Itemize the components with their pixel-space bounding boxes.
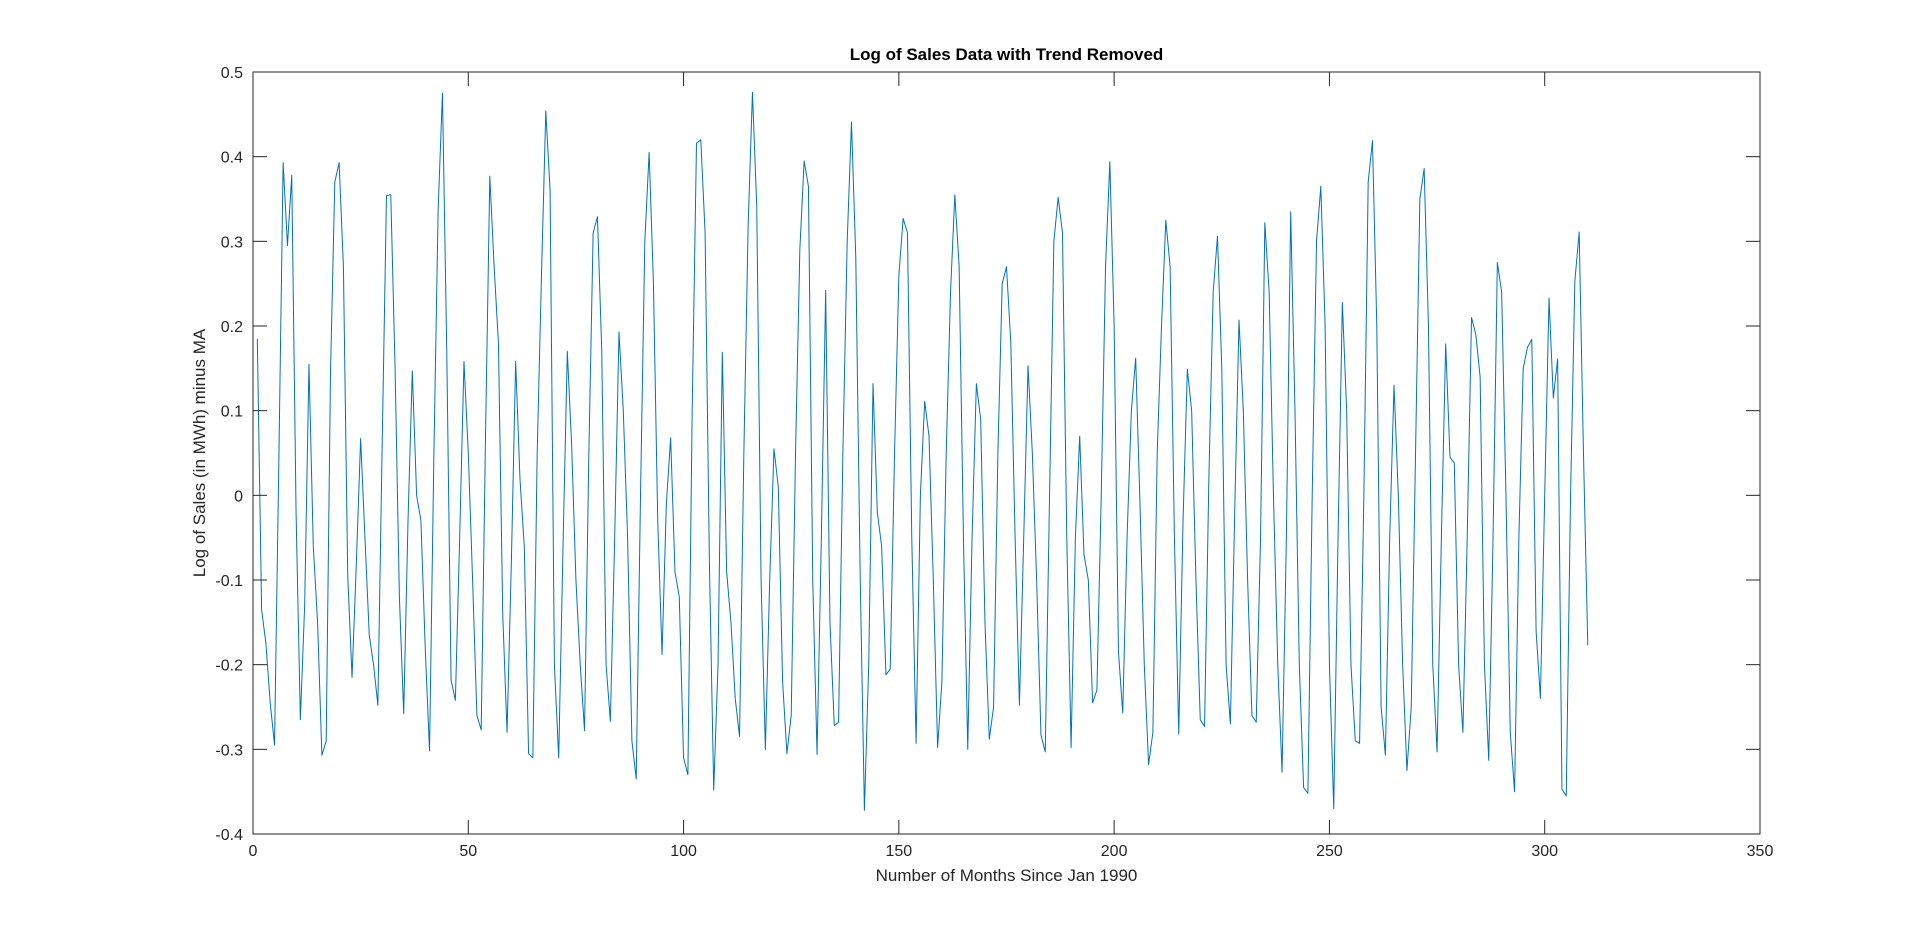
y-tick-label: -0.3 xyxy=(215,742,243,759)
x-axis-label: Number of Months Since Jan 1990 xyxy=(876,866,1138,885)
y-tick-label: 0 xyxy=(234,488,243,505)
x-tick-label: 150 xyxy=(886,843,913,860)
x-tick-label: 350 xyxy=(1747,843,1774,860)
chart-title: Log of Sales Data with Trend Removed xyxy=(850,45,1164,64)
x-tick-label: 200 xyxy=(1101,843,1128,860)
y-tick-label: -0.1 xyxy=(215,573,243,590)
axis-ticks: 0 50 100 150 200 250 300 350 -0.4 -0.3 -0.2 -0.1 0 0.… xyxy=(215,65,1773,860)
y-tick-label: 0.1 xyxy=(221,404,243,421)
y-tick-label: 0.2 xyxy=(221,319,243,336)
y-tick-label: 0.5 xyxy=(221,65,243,82)
series-line-0 xyxy=(256,91,1589,811)
x-tick-label: 250 xyxy=(1316,843,1343,860)
y-tick-label: 0.3 xyxy=(221,234,243,251)
y-tick-label: -0.4 xyxy=(215,827,243,844)
y-tick-label: 0.4 xyxy=(221,150,243,167)
x-tick-label: 50 xyxy=(459,843,477,860)
x-tick-label: 0 xyxy=(249,843,258,860)
y-axis-label: Log of Sales (in MWh) minus MA xyxy=(190,328,209,577)
x-tick-label: 100 xyxy=(670,843,697,860)
plot-area-frame xyxy=(252,71,1761,835)
y-tick-label: -0.2 xyxy=(215,658,243,675)
x-tick-label: 300 xyxy=(1531,843,1558,860)
